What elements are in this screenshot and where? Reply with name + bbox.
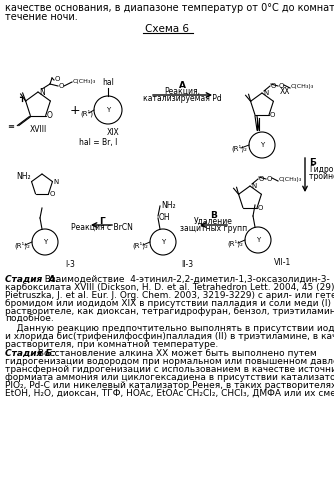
Text: подобное.: подобное. bbox=[5, 315, 54, 324]
Text: и хлорида бис(трифенилфосфин)палладия (II) в триэтиламине, в качестве: и хлорида бис(трифенилфосфин)палладия (I… bbox=[5, 332, 334, 341]
Text: XVIII: XVIII bbox=[29, 125, 47, 134]
Text: II-3: II-3 bbox=[181, 260, 193, 269]
Text: NH₂: NH₂ bbox=[16, 172, 30, 181]
Text: Y: Y bbox=[43, 239, 47, 245]
Text: O: O bbox=[279, 83, 284, 89]
Text: C(CH₃)₃: C(CH₃)₃ bbox=[279, 177, 302, 182]
Text: Реакция с BrCN: Реакция с BrCN bbox=[70, 223, 133, 232]
Text: O: O bbox=[267, 176, 272, 182]
Text: гидрогенизации водородом при нормальном или повышенном давлении или путем: гидрогенизации водородом при нормальном … bbox=[5, 357, 334, 366]
Text: O: O bbox=[47, 111, 52, 120]
Text: Стадия  А:: Стадия А: bbox=[5, 275, 59, 284]
Text: N: N bbox=[39, 87, 45, 96]
Text: N: N bbox=[53, 179, 59, 185]
Text: ХХ: ХХ bbox=[280, 87, 291, 96]
Text: (R¹): (R¹) bbox=[80, 109, 93, 117]
Text: катализируемая Pd: катализируемая Pd bbox=[143, 94, 222, 103]
Text: ≡: ≡ bbox=[7, 122, 14, 131]
Text: Удаление: Удаление bbox=[194, 217, 233, 226]
Text: O: O bbox=[270, 112, 276, 118]
Text: качестве основания, в диапазоне температур от 0°С до комнатной температуры в: качестве основания, в диапазоне температ… bbox=[5, 3, 334, 13]
Text: трансферной гидрогенизации с использованием в качестве источника водорода: трансферной гидрогенизации с использован… bbox=[5, 365, 334, 374]
Text: бромидом или иодидом XIX в присутствии палладия и соли меди (I) в таком: бромидом или иодидом XIX в присутствии п… bbox=[5, 299, 334, 308]
Text: O: O bbox=[271, 83, 276, 89]
Text: Стадия Б:: Стадия Б: bbox=[5, 349, 56, 358]
Text: +: + bbox=[70, 103, 80, 116]
Text: hal: hal bbox=[102, 78, 114, 87]
Text: N: N bbox=[251, 183, 256, 189]
Text: Реакция,: Реакция, bbox=[165, 87, 200, 96]
Text: Y: Y bbox=[161, 239, 165, 245]
Text: OH: OH bbox=[159, 214, 171, 223]
Text: hal = Br, I: hal = Br, I bbox=[79, 138, 117, 147]
Text: Y: Y bbox=[260, 142, 264, 148]
Text: А: А bbox=[179, 81, 186, 90]
Text: O: O bbox=[259, 176, 265, 182]
Text: Восстановление алкина ХХ может быть выполнено путем: Восстановление алкина ХХ может быть выпо… bbox=[35, 349, 317, 358]
Text: Y: Y bbox=[106, 107, 110, 113]
Text: Г: Г bbox=[99, 217, 104, 226]
Text: N: N bbox=[263, 90, 268, 96]
Text: O: O bbox=[49, 191, 55, 197]
Text: Схема 6: Схема 6 bbox=[145, 24, 189, 34]
Text: C(CH₃)₃: C(CH₃)₃ bbox=[73, 79, 96, 84]
Text: PIO₂, Pd-C или никелевый катализатор Ренея, в таких растворителях, как MeOH,: PIO₂, Pd-C или никелевый катализатор Рен… bbox=[5, 381, 334, 390]
Text: Взаимодействие  4-этинил-2,2-диметил-1,3-оксазолидин-3-: Взаимодействие 4-этинил-2,2-диметил-1,3-… bbox=[39, 275, 330, 284]
Text: C(CH₃)₃: C(CH₃)₃ bbox=[291, 83, 314, 88]
Text: Y: Y bbox=[256, 237, 260, 243]
Text: (R¹)₂: (R¹)₂ bbox=[227, 239, 243, 247]
Text: растворителе, как диоксан, тетрагидрофуран, бензол, триэтиламин и тому: растворителе, как диоксан, тетрагидрофур… bbox=[5, 307, 334, 316]
Text: (R¹)₂: (R¹)₂ bbox=[132, 241, 148, 249]
Text: карбоксилата XVIII (Dickson, H. D. et al. Tetrahedron Lett. 2004, 45 (29), 5597-: карбоксилата XVIII (Dickson, H. D. et al… bbox=[5, 283, 334, 292]
Text: O: O bbox=[55, 76, 60, 82]
Text: EtOH, H₂O, диоксан, ТГФ, HOAc, EtOAc CH₂Cl₂, CHCl₃, ДМФА или их смеси.: EtOH, H₂O, диоксан, ТГФ, HOAc, EtOAc CH₂… bbox=[5, 389, 334, 398]
Text: VII-1: VII-1 bbox=[274, 258, 291, 267]
Text: Гидрогенизация: Гидрогенизация bbox=[309, 165, 334, 174]
Text: защитных групп: защитных групп bbox=[180, 224, 247, 233]
Text: Данную реакцию предпочтительно выполнять в присутствии иодида меди (I): Данную реакцию предпочтительно выполнять… bbox=[5, 324, 334, 333]
Text: I-3: I-3 bbox=[65, 260, 75, 269]
Text: (R¹)₂: (R¹)₂ bbox=[14, 241, 30, 249]
Text: NH₂: NH₂ bbox=[161, 202, 176, 211]
Text: тройной связи: тройной связи bbox=[309, 172, 334, 181]
Text: Pietruszka, J. et al. Eur. J. Org. Chem. 2003, 3219-3229) с арил- или гетероарил: Pietruszka, J. et al. Eur. J. Org. Chem.… bbox=[5, 291, 334, 300]
Text: XIX: XIX bbox=[107, 128, 119, 137]
Text: O: O bbox=[258, 205, 264, 211]
Text: течение ночи.: течение ночи. bbox=[5, 11, 78, 21]
Text: растворителя, при комнатной температуре.: растворителя, при комнатной температуре. bbox=[5, 340, 218, 349]
Text: Б: Б bbox=[309, 158, 316, 167]
Text: формиата аммония или циклогексадиена в присутствии катализатора, такого как: формиата аммония или циклогексадиена в п… bbox=[5, 373, 334, 382]
Text: В: В bbox=[210, 211, 217, 220]
Text: ┓: ┓ bbox=[19, 93, 24, 102]
Text: (R¹)₂: (R¹)₂ bbox=[231, 144, 247, 152]
Text: O: O bbox=[59, 83, 64, 89]
